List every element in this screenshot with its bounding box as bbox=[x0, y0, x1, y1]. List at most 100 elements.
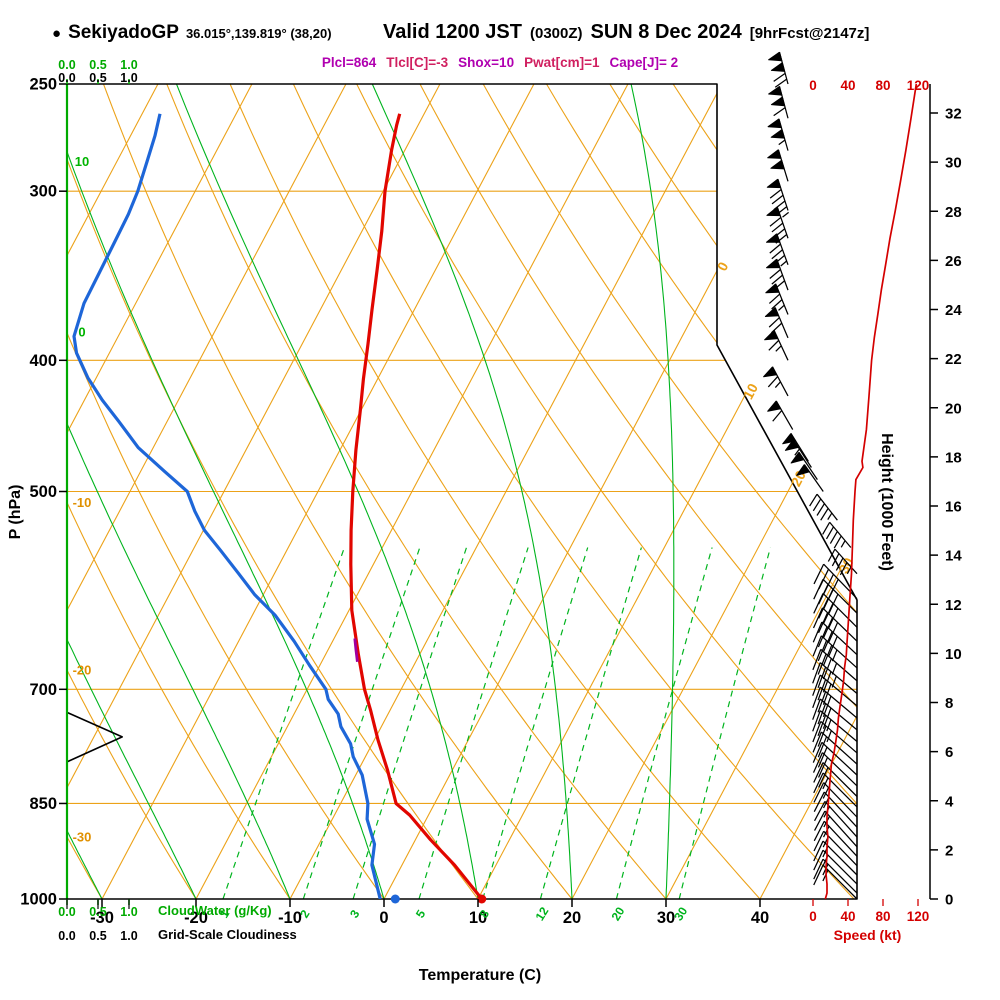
adiabat-label: -30 bbox=[73, 829, 92, 844]
height-tick-label: 12 bbox=[945, 597, 962, 614]
temperature-tick-label: -20 bbox=[184, 909, 208, 927]
index-plcl: Plcl=864 bbox=[321, 55, 377, 70]
cloudwater-scale-bottom: 0.5 bbox=[89, 905, 106, 919]
speed-tick-bottom: 40 bbox=[840, 909, 855, 924]
temperature-tick-label: -30 bbox=[90, 909, 114, 927]
valid-zulu: (0300Z) bbox=[529, 25, 583, 42]
surface-dewpoint-dot bbox=[390, 894, 400, 904]
sounding-curves bbox=[72, 113, 484, 899]
plot-border bbox=[67, 83, 858, 900]
speed-curve bbox=[824, 83, 918, 900]
height-tick-label: 14 bbox=[945, 548, 962, 565]
pressure-tick-label: 500 bbox=[29, 483, 57, 501]
isobars bbox=[67, 190, 857, 805]
valid-label: Valid 1200 JST bbox=[383, 21, 522, 43]
height-tick-label: 0 bbox=[945, 892, 953, 909]
speed-axis: 0 0 40 40 80 80 120 120 bbox=[809, 78, 929, 924]
cloudiness-scale-bottom: 0.5 bbox=[89, 929, 106, 943]
station-title: ● SekiyadoGP 36.015°,139.819° (38,20) bbox=[52, 22, 332, 44]
cloudwater-scale-top: 0.5 bbox=[89, 58, 106, 72]
height-tick-label: 4 bbox=[945, 793, 954, 810]
cloudwater-legend: CloudWater (g/Kg) bbox=[158, 903, 272, 918]
height-tick-label: 30 bbox=[945, 155, 962, 172]
height-tick-label: 18 bbox=[945, 449, 962, 466]
index-shox: Shox=10 bbox=[458, 55, 515, 70]
temperature-tick-label: -10 bbox=[278, 909, 302, 927]
adiabat-label: 10 bbox=[75, 154, 89, 169]
temperature-tick-label: 20 bbox=[563, 909, 581, 927]
height-tick-label: 26 bbox=[945, 253, 962, 270]
index-cape[j]: Cape[J]= 2 bbox=[609, 55, 679, 70]
mixing-ratio-label: 3 bbox=[347, 907, 363, 920]
cloudiness-scale-bottom: 0.0 bbox=[58, 929, 75, 943]
height-tick-label: 28 bbox=[945, 204, 962, 221]
temperature-curve bbox=[349, 113, 484, 899]
station-coords: 36.015°,139.819° (38,20) bbox=[185, 26, 332, 41]
stability-indices: Plcl=864 Tlcl[C]=-3 Shox=10 Pwat[cm]=1 Cape[… bbox=[322, 55, 678, 70]
temperature-tick-label: 30 bbox=[657, 909, 675, 927]
pressure-tick-label: 700 bbox=[29, 681, 57, 699]
cloudiness-scale-top: 1.0 bbox=[120, 71, 137, 85]
cloudiness-scale-bottom: 1.0 bbox=[120, 929, 137, 943]
speed-tick-top: 40 bbox=[840, 78, 855, 93]
adiabat-label: -10 bbox=[73, 495, 92, 510]
height-tick-label: 8 bbox=[945, 695, 953, 712]
temperature-tick-label: 40 bbox=[751, 909, 769, 927]
pressure-tick-label: 250 bbox=[29, 76, 57, 94]
cloudiness-scale-top: 0.0 bbox=[58, 71, 75, 85]
cloud-scales: 0.00.00.00.00.50.50.50.51.01.01.01.0 bbox=[58, 58, 137, 943]
cloudwater-scale-top: 1.0 bbox=[120, 58, 137, 72]
mixing-ratio-label: 12 bbox=[533, 904, 552, 923]
pressure-axis: 250 300 400 500 700 850 1000 bbox=[20, 76, 67, 909]
height-tick-label: 32 bbox=[945, 106, 962, 123]
dewpoint-curve bbox=[72, 113, 382, 899]
adiabat-label: 0 bbox=[78, 325, 85, 340]
speed-tick-top: 80 bbox=[875, 78, 890, 93]
temperature-axis: -30 -20 -10 0 10 20 30 40 bbox=[90, 899, 769, 927]
isotherm-label: 10 bbox=[740, 380, 762, 401]
station-bullet: ● bbox=[52, 25, 62, 42]
speed-tick-top: 120 bbox=[907, 78, 930, 93]
adiabat-label: -20 bbox=[73, 663, 92, 678]
speed-tick-bottom: 80 bbox=[875, 909, 890, 924]
index-tlcl[c]: Tlcl[C]=-3 bbox=[386, 55, 449, 70]
temperature-axis-title: Temperature (C) bbox=[418, 967, 542, 984]
cloudwater-scale-top: 0.0 bbox=[58, 58, 75, 72]
pressure-tick-label: 850 bbox=[29, 795, 57, 813]
pressure-tick-label: 400 bbox=[29, 352, 57, 370]
cloudwater-scale-bottom: 0.0 bbox=[58, 905, 75, 919]
station-name: SekiyadoGP bbox=[68, 22, 179, 43]
fcst-tag: [9hrFcst@2147z] bbox=[749, 25, 870, 42]
height-tick-label: 10 bbox=[945, 646, 962, 663]
mixing-ratio-label: 5 bbox=[413, 907, 429, 920]
height-axis-title: Height (1000 Feet) bbox=[878, 433, 895, 571]
height-tick-label: 2 bbox=[945, 842, 953, 859]
speed-axis-title: Speed (kt) bbox=[833, 927, 902, 943]
temperature-tick-label: 0 bbox=[379, 909, 388, 927]
temperature-tick-label: 10 bbox=[469, 909, 487, 927]
cloudwater-scale-bottom: 1.0 bbox=[120, 905, 137, 919]
cloudiness-legend: Grid-Scale Cloudiness bbox=[158, 927, 297, 942]
speed-tick-top: 0 bbox=[809, 78, 817, 93]
height-tick-label: 16 bbox=[945, 499, 962, 516]
height-tick-label: 22 bbox=[945, 351, 962, 368]
moist-adiabats bbox=[67, 84, 675, 899]
height-tick-label: 24 bbox=[945, 302, 962, 319]
height-tick-label: 6 bbox=[945, 744, 953, 761]
parcel-path-segment bbox=[353, 638, 359, 662]
pressure-tick-label: 300 bbox=[29, 183, 57, 201]
surface-dots bbox=[390, 894, 487, 904]
pressure-axis-title: P (hPa) bbox=[7, 484, 24, 540]
mixing-ratio-lines bbox=[222, 547, 771, 899]
wind-barbs bbox=[763, 51, 858, 900]
valid-time-title: Valid 1200 JST (0300Z) SUN 8 Dec 2024 [9… bbox=[383, 21, 869, 44]
speed-tick-bottom: 0 bbox=[809, 909, 817, 924]
mixing-ratio-label: 20 bbox=[609, 904, 628, 923]
height-tick-label: 20 bbox=[945, 400, 962, 417]
valid-date: SUN 8 Dec 2024 bbox=[590, 21, 742, 43]
speed-tick-bottom: 120 bbox=[907, 909, 930, 924]
